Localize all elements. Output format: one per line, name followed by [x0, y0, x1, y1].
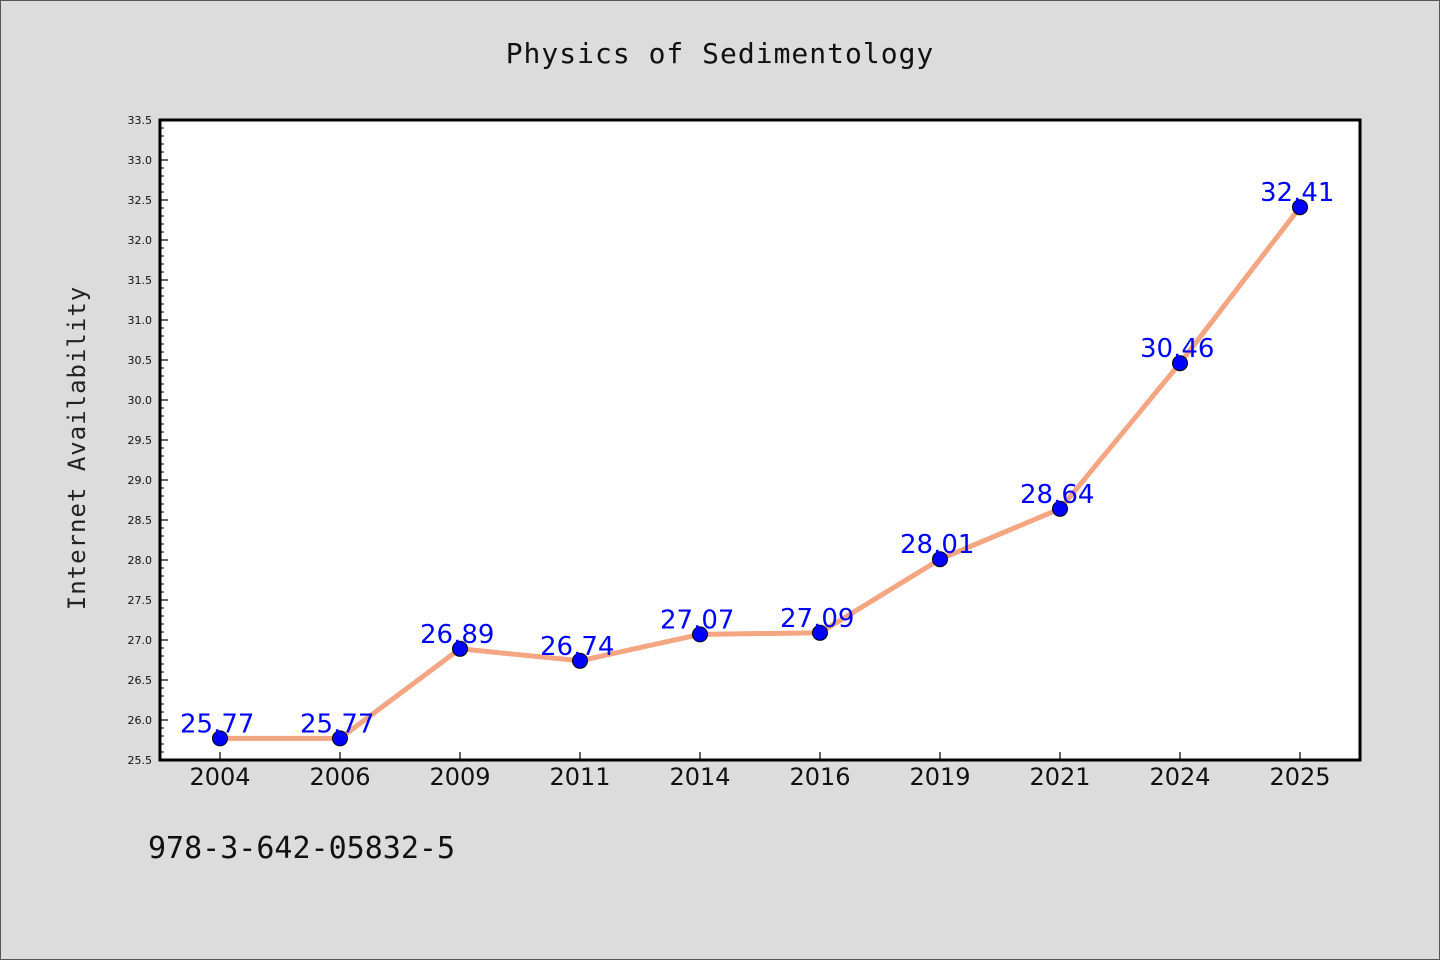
data-label: 25.77 — [180, 709, 254, 739]
y-tick-label: 33.5 — [128, 114, 153, 127]
y-tick-label: 26.0 — [128, 714, 153, 727]
axis-ticks: 25.5 26.0 26.5 27.0 27.5 28.0 28.5 29.0 29.5 30.0… — [128, 114, 1331, 791]
data-label: 25.77 — [300, 709, 374, 739]
data-point — [812, 624, 828, 641]
data-label: 26.74 — [540, 632, 614, 662]
y-tick-label: 31.0 — [128, 314, 153, 327]
y-tick-label: 32.5 — [128, 194, 153, 207]
data-point — [1292, 199, 1308, 216]
y-axis-label: Internet Availability — [63, 286, 91, 610]
y-tick-label: 28.5 — [128, 514, 153, 527]
y-tick-label: 27.0 — [128, 634, 153, 647]
y-tick-label: 28.0 — [128, 554, 153, 567]
plot-area — [158, 118, 1362, 762]
data-labels: 25.77 25.77 26.89 26.74 27.07 27.09 28.01 28.64… — [180, 178, 1334, 739]
y-tick-label: 25.5 — [128, 754, 153, 767]
x-tick-label: 2009 — [429, 763, 490, 791]
x-tick-label: 2006 — [309, 763, 370, 791]
data-point — [452, 640, 468, 657]
data-label: 26.89 — [420, 620, 494, 650]
x-tick-label: 2025 — [1269, 763, 1330, 791]
x-tick-label: 2024 — [1149, 763, 1210, 791]
footnote-isbn: 978-3-642-05832-5 — [148, 831, 456, 866]
chart-title: Physics of Sedimentology — [506, 37, 935, 70]
y-tick-label: 27.5 — [128, 594, 153, 607]
data-point — [692, 626, 708, 643]
data-point — [332, 730, 348, 747]
x-tick-label: 2016 — [789, 763, 850, 791]
x-tick-label: 2011 — [549, 763, 610, 791]
y-tick-label: 30.0 — [128, 394, 153, 407]
y-tick-label: 32.0 — [128, 234, 153, 247]
data-label: 32.41 — [1260, 178, 1334, 208]
data-label: 28.01 — [900, 530, 974, 560]
x-tick-label: 2021 — [1029, 763, 1090, 791]
data-label: 27.07 — [660, 605, 734, 635]
y-tick-label: 33.0 — [128, 154, 153, 167]
y-tick-label: 30.5 — [128, 354, 153, 367]
series — [212, 199, 1308, 747]
x-tick-label: 2004 — [189, 763, 250, 791]
data-label: 30.46 — [1140, 334, 1214, 364]
x-tick-label: 2019 — [909, 763, 970, 791]
data-point — [1052, 500, 1068, 517]
y-tick-label: 31.5 — [128, 274, 153, 287]
y-tick-label: 29.5 — [128, 434, 153, 447]
data-point — [932, 551, 948, 568]
data-point — [212, 730, 228, 747]
x-tick-label: 2014 — [669, 763, 730, 791]
data-label: 28.64 — [1020, 480, 1094, 510]
y-tick-label: 29.0 — [128, 474, 153, 487]
y-tick-label: 26.5 — [128, 674, 153, 687]
data-point — [572, 652, 588, 669]
data-label: 27.09 — [780, 604, 854, 634]
data-point — [1172, 355, 1188, 372]
series-line — [220, 205, 1302, 741]
